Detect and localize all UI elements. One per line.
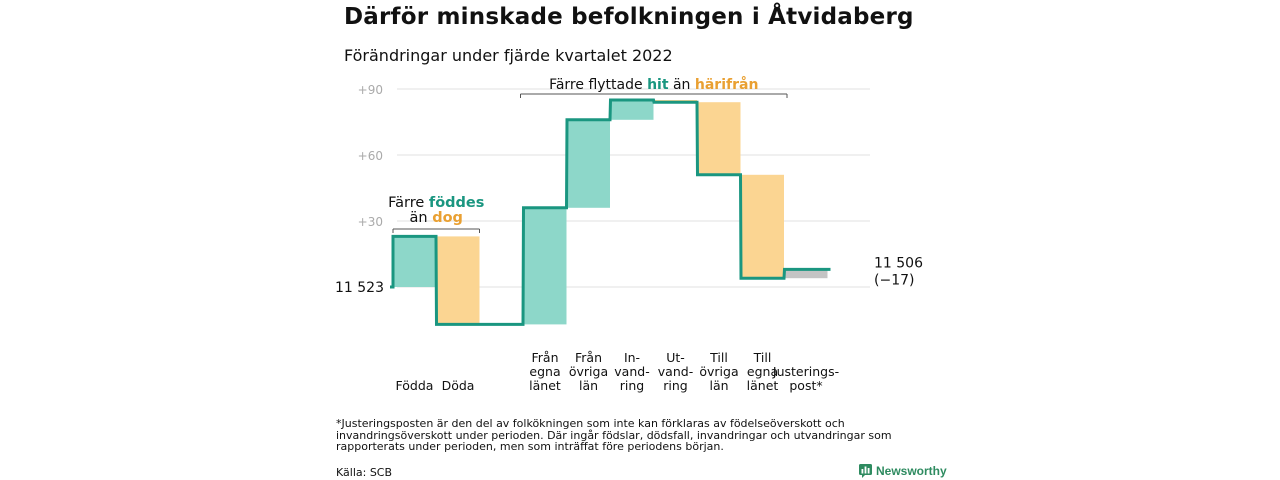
- waterfall-bar: [697, 102, 741, 175]
- category-label: Justerings-: [772, 364, 839, 379]
- annotation-text-part: än: [669, 77, 695, 93]
- waterfall-bar: [436, 236, 480, 325]
- annotation-text-part: hit: [647, 77, 669, 93]
- category-label: övriga: [699, 364, 738, 379]
- category-label: egna: [747, 364, 778, 379]
- y-tick-label: +90: [358, 83, 383, 97]
- category-label: Till: [709, 350, 728, 365]
- category-label: Födda: [396, 378, 434, 393]
- y-tick-label: +30: [358, 215, 383, 229]
- category-label: egna: [529, 364, 560, 379]
- category-label: övriga: [569, 364, 608, 379]
- annotation-text-part: än: [410, 210, 433, 226]
- annotation-text-part: Färre flyttade: [549, 77, 647, 93]
- waterfall-bar: [741, 174, 784, 279]
- category-label: län: [579, 378, 598, 393]
- series-line: [390, 98, 831, 326]
- waterfall-bar: [784, 269, 828, 279]
- annotation-text-part: föddes: [429, 195, 485, 211]
- start-value-label: 11 523: [335, 280, 384, 296]
- chart-title: Därför minskade befolkningen i Åtvidaber…: [344, 4, 914, 30]
- category-label: län: [709, 378, 728, 393]
- category-label: In-: [624, 350, 640, 365]
- category-label: länet: [529, 378, 561, 393]
- annotation-births-line1: Färre föddes: [388, 195, 484, 211]
- category-label: Från: [575, 350, 602, 365]
- category-label: vand-: [614, 364, 649, 379]
- category-label: länet: [747, 378, 779, 393]
- waterfall-bar: [523, 207, 567, 325]
- category-label: ring: [620, 378, 644, 393]
- footnote: *Justeringsposten är den del av folkökni…: [336, 417, 892, 453]
- source-label: Källa: SCB: [336, 466, 393, 479]
- category-label: Ut-: [666, 350, 685, 365]
- annotation-text-part: dog: [432, 210, 463, 226]
- brand[interactable]: Newsworthy: [859, 463, 947, 479]
- category-label: vand-: [658, 364, 693, 379]
- chart-subtitle: Förändringar under fjärde kvartalet 2022: [344, 46, 673, 65]
- waterfall-bar: [610, 100, 654, 120]
- waterfall-bar: [393, 236, 436, 287]
- end-value-label: 11 506: [874, 255, 923, 271]
- annotation-text-part: härifrån: [695, 76, 759, 93]
- bar-chart-logo-icon: [859, 464, 872, 478]
- waterfall-bar: [567, 119, 610, 208]
- category-label: Döda: [442, 378, 475, 393]
- category-label: post*: [789, 378, 822, 393]
- annotation-text-part: Färre: [388, 195, 429, 211]
- category-label: Från: [531, 350, 558, 365]
- category-label: Till: [753, 350, 772, 365]
- y-tick-label: +60: [358, 149, 383, 163]
- category-label: ring: [663, 378, 687, 393]
- annotation-births-line2: än dog: [410, 210, 463, 226]
- annotation-migration: Färre flyttade hit än härifrån: [549, 76, 758, 93]
- end-change-label: (−17): [874, 272, 914, 288]
- brand-name: Newsworthy: [876, 464, 947, 478]
